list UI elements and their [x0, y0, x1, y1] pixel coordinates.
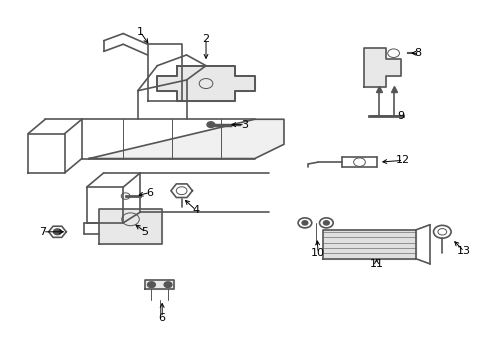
Circle shape	[164, 282, 172, 288]
Text: 11: 11	[369, 259, 384, 269]
Circle shape	[53, 229, 61, 235]
Text: 6: 6	[147, 188, 153, 198]
Text: 12: 12	[396, 156, 411, 165]
Text: 3: 3	[242, 120, 248, 130]
Text: 4: 4	[193, 205, 200, 215]
Polygon shape	[99, 208, 162, 244]
Text: 1: 1	[137, 27, 144, 37]
Circle shape	[207, 122, 215, 127]
Polygon shape	[89, 119, 284, 158]
Text: 6: 6	[159, 312, 166, 323]
Text: 8: 8	[415, 48, 421, 58]
Text: 13: 13	[457, 247, 471, 256]
Polygon shape	[145, 280, 174, 289]
Text: 7: 7	[39, 227, 47, 237]
Text: 9: 9	[397, 111, 404, 121]
Polygon shape	[365, 48, 401, 87]
Text: 10: 10	[311, 248, 325, 258]
Circle shape	[302, 221, 308, 225]
Circle shape	[323, 221, 329, 225]
Circle shape	[147, 282, 155, 288]
Polygon shape	[157, 66, 255, 102]
Text: 2: 2	[202, 34, 210, 44]
Polygon shape	[323, 230, 416, 258]
Text: 5: 5	[142, 227, 148, 237]
